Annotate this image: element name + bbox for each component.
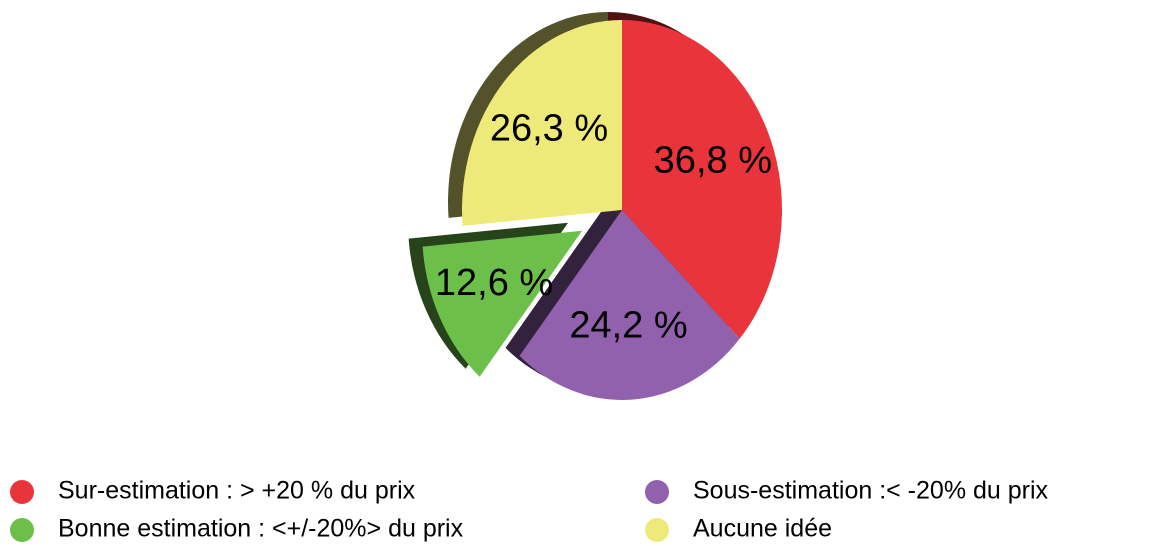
- legend-swatch: [645, 518, 669, 542]
- legend-swatch: [645, 480, 669, 504]
- slice-label: 26,3 %: [490, 107, 608, 149]
- legend-swatch: [10, 518, 34, 542]
- slice-label: 12,6 %: [435, 262, 553, 304]
- slice-label: 24,2 %: [569, 305, 687, 347]
- slice: [622, 20, 783, 339]
- slice-label: 36,8 %: [654, 140, 772, 182]
- slice: [422, 230, 583, 377]
- legend-label: Aucune idée: [693, 515, 832, 543]
- legend-label: Sous-estimation :< -20% du prix: [693, 477, 1049, 505]
- legend-swatch: [10, 480, 34, 504]
- slice: [519, 210, 740, 401]
- slice: [462, 20, 622, 226]
- legend-label: Bonne estimation : <+/-20%> du prix: [58, 515, 464, 543]
- legend-label: Sur-estimation : > +20 % du prix: [58, 477, 416, 505]
